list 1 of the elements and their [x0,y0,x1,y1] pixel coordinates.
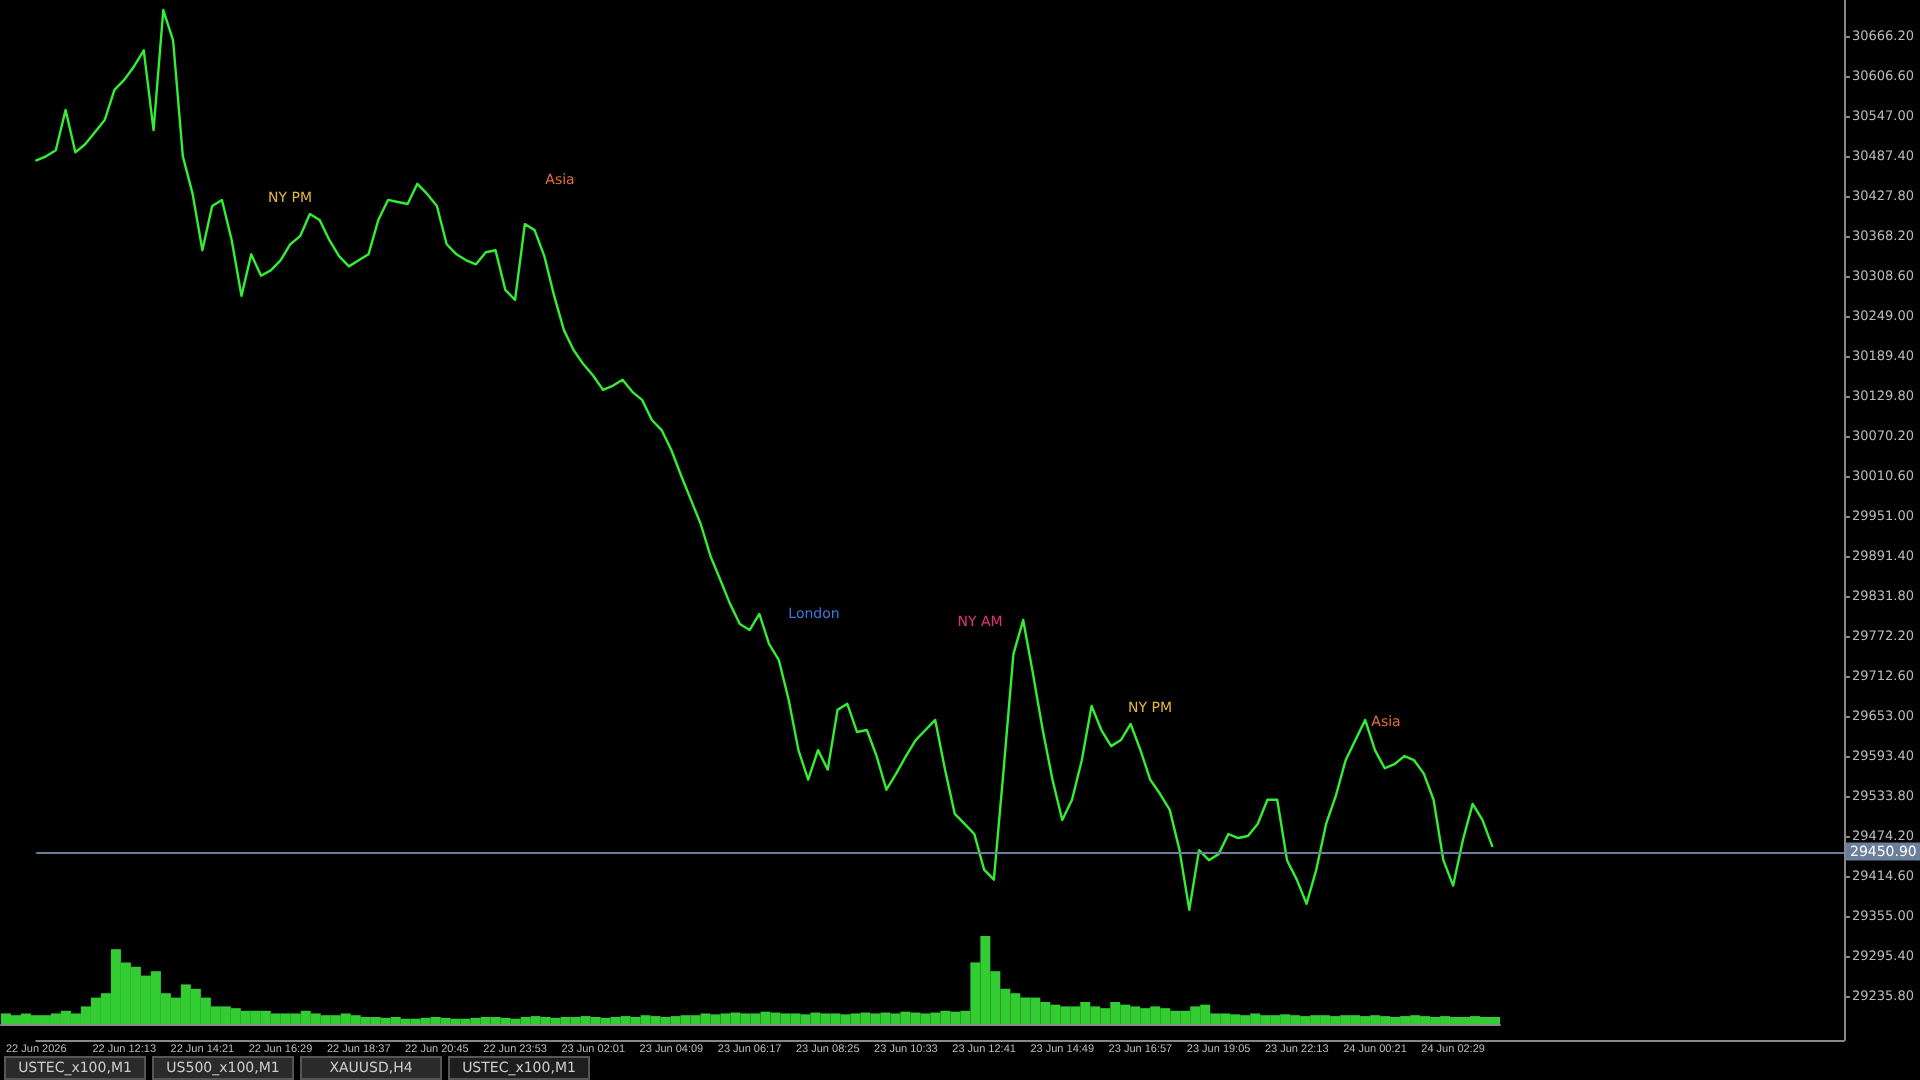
line-series [35,8,1494,912]
